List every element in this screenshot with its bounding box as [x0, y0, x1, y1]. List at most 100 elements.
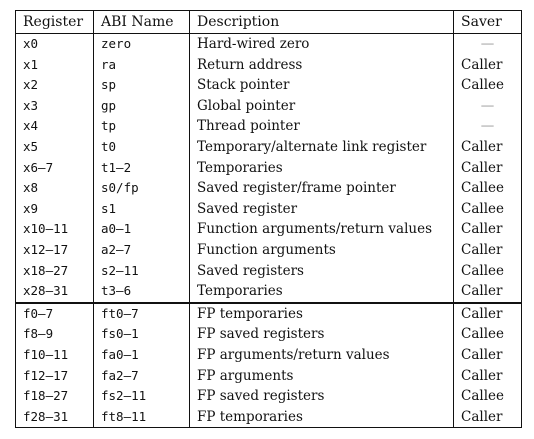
cell-register: x12–17 [15, 239, 94, 261]
cell-saver: Callee [453, 75, 522, 96]
cell-abi-name: s1 [93, 198, 190, 220]
cell-description: Thread pointer [189, 116, 454, 137]
cell-description: Temporary/alternate link register [189, 136, 454, 158]
cell-description: FP temporaries [189, 301, 454, 325]
table-row: x6–7 t1–2 Temporaries Caller [15, 157, 522, 179]
cell-register: x6–7 [15, 157, 94, 179]
cell-register: x1 [15, 54, 94, 76]
header-abi-name: ABI Name [93, 10, 190, 34]
cell-abi-name: ft0–7 [93, 301, 190, 325]
cell-abi-name: ft8–11 [93, 406, 190, 429]
table-row: x5 t0 Temporary/alternate link register Cal… [15, 136, 522, 158]
cell-saver: Caller [453, 406, 522, 429]
cell-description: Temporaries [189, 157, 454, 179]
cell-register: f10–11 [15, 344, 94, 366]
cell-description: Function arguments [189, 239, 454, 261]
cell-abi-name: fs2–11 [93, 386, 190, 407]
cell-register: x9 [15, 198, 94, 220]
table-row: x10–11 a0–1 Function arguments/return valu… [15, 219, 522, 240]
cell-abi-name: t0 [93, 136, 190, 158]
table-header: Register ABI Name Description Saver [15, 10, 522, 34]
cell-abi-name: ra [93, 54, 190, 76]
cell-register: f12–17 [15, 365, 94, 387]
cell-register: x18–27 [15, 260, 94, 282]
cell-saver: Callee [453, 198, 522, 220]
cell-description: Global pointer [189, 95, 454, 117]
cell-register: x28–31 [15, 281, 94, 303]
cell-abi-name: sp [93, 75, 190, 96]
cell-register: f28–31 [15, 406, 94, 429]
header-row: Register ABI Name Description Saver [15, 10, 522, 34]
cell-register: x8 [15, 178, 94, 199]
table-row: x1 ra Return address Caller [15, 54, 522, 76]
cell-abi-name: a0–1 [93, 219, 190, 240]
cell-saver: Caller [453, 136, 522, 158]
table-row: x18–27 s2–11 Saved registers Callee [15, 260, 522, 282]
header-register: Register [15, 10, 94, 34]
cell-description: Saved register [189, 198, 454, 220]
cell-description: Hard-wired zero [189, 33, 454, 55]
table-row: x28–31 t3–6 Temporaries Caller [15, 281, 522, 303]
cell-description: FP arguments [189, 365, 454, 387]
table-row: x2 sp Stack pointer Callee [15, 75, 522, 96]
cell-saver: Caller [453, 344, 522, 366]
cell-register: x4 [15, 116, 94, 137]
cell-abi-name: tp [93, 116, 190, 137]
cell-description: FP saved registers [189, 324, 454, 345]
cell-register: x0 [15, 33, 94, 55]
cell-register: f8–9 [15, 324, 94, 345]
cell-saver: Caller [453, 157, 522, 179]
cell-description: Saved register/frame pointer [189, 178, 454, 199]
cell-abi-name: t1–2 [93, 157, 190, 179]
cell-abi-name: s0/fp [93, 178, 190, 199]
cell-abi-name: t3–6 [93, 281, 190, 303]
cell-description: FP arguments/return values [189, 344, 454, 366]
header-saver: Saver [453, 10, 522, 34]
table-row: f8–9 fs0–1 FP saved registers Callee [15, 324, 522, 345]
cell-description: Temporaries [189, 281, 454, 303]
cell-register: x10–11 [15, 219, 94, 240]
table-row: x9 s1 Saved register Callee [15, 198, 522, 220]
table-row: f0–7 ft0–7 FP temporaries Caller [15, 301, 522, 325]
table-row: x12–17 a2–7 Function arguments Caller [15, 239, 522, 261]
cell-description: Stack pointer [189, 75, 454, 96]
table-row: x3 gp Global pointer — [15, 95, 522, 117]
cell-saver: — [453, 33, 522, 55]
cell-abi-name: fa2–7 [93, 365, 190, 387]
cell-description: Function arguments/return values [189, 219, 454, 240]
cell-abi-name: fs0–1 [93, 324, 190, 345]
table-row: x0 zero Hard-wired zero — [15, 33, 522, 55]
cell-description: Return address [189, 54, 454, 76]
register-table: Register ABI Name Description Saver x0 ze… [15, 10, 522, 429]
cell-saver: Caller [453, 365, 522, 387]
cell-register: x3 [15, 95, 94, 117]
cell-saver: Caller [453, 301, 522, 325]
cell-abi-name: s2–11 [93, 260, 190, 282]
table-row: x4 tp Thread pointer — [15, 116, 522, 137]
cell-description: FP temporaries [189, 406, 454, 429]
cell-saver: Callee [453, 178, 522, 199]
cell-saver: Caller [453, 281, 522, 303]
table-row: x8 s0/fp Saved register/frame pointer Calle… [15, 178, 522, 199]
cell-abi-name: a2–7 [93, 239, 190, 261]
table-row: f12–17 fa2–7 FP arguments Caller [15, 365, 522, 387]
cell-saver: Callee [453, 324, 522, 345]
cell-register: x5 [15, 136, 94, 158]
cell-abi-name: fa0–1 [93, 344, 190, 366]
cell-register: f18–27 [15, 386, 94, 407]
cell-abi-name: gp [93, 95, 190, 117]
cell-saver: Caller [453, 239, 522, 261]
table-row: f10–11 fa0–1 FP arguments/return values Cal… [15, 344, 522, 366]
cell-saver: Callee [453, 260, 522, 282]
cell-register: x2 [15, 75, 94, 96]
cell-saver: Caller [453, 219, 522, 240]
cell-register: f0–7 [15, 301, 94, 325]
cell-description: Saved registers [189, 260, 454, 282]
cell-saver: — [453, 95, 522, 117]
table-row: f18–27 fs2–11 FP saved registers Callee [15, 386, 522, 407]
table-row: f28–31 ft8–11 FP temporaries Caller [15, 406, 522, 429]
cell-abi-name: zero [93, 33, 190, 55]
cell-description: FP saved registers [189, 386, 454, 407]
cell-saver: — [453, 116, 522, 137]
cell-saver: Caller [453, 54, 522, 76]
